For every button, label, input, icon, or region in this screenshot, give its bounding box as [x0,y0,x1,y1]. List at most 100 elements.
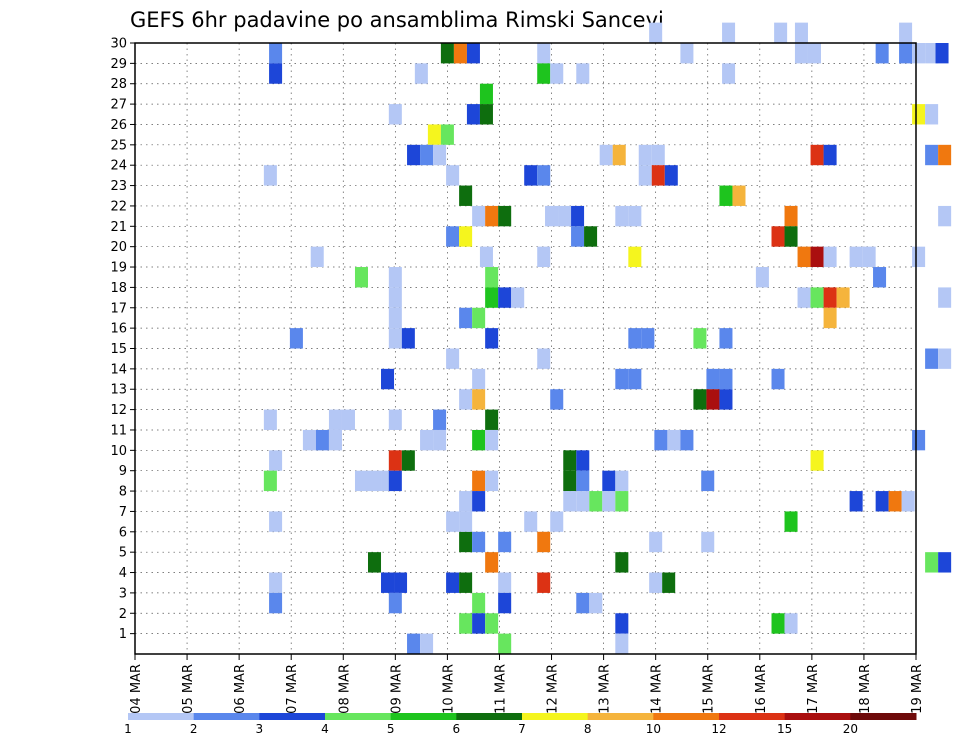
precip-cell [472,389,486,410]
precip-cell [823,307,837,329]
legend-label: 15 [777,722,792,736]
precip-cell [615,368,629,390]
chart-title: GEFS 6hr padavine po ansamblima Rimski S… [130,8,664,32]
precip-cell [938,205,952,227]
precip-cell [836,287,850,308]
y-tick-label: 2 [119,607,127,622]
precip-cell [810,246,824,268]
precip-cell [899,43,913,64]
legend-swatch [128,713,195,720]
legend-label: 3 [256,722,264,736]
precip-cell [367,470,382,492]
grid-lines [135,43,916,654]
y-tick-label: 7 [119,505,127,520]
x-tick-label: 09 MAR [389,664,404,714]
precip-cell [628,328,642,349]
precip-cell [472,205,486,227]
precip-cell [354,470,368,492]
precip-cell [649,531,663,553]
precip-cell [485,429,499,451]
x-tick-label: 18 MAR [858,664,873,714]
precip-cell [459,572,473,593]
precip-cell [263,470,277,492]
precip-cell [341,409,355,430]
color-legend: 1 2 3 4 5 6 7 8 10 12 15 20 [124,713,917,736]
precip-cell [459,511,473,532]
precip-cell [771,613,785,634]
precip-cell [925,552,939,573]
precip-cell [485,613,499,634]
precip-cell [310,246,324,268]
precip-cell [576,592,590,614]
precip-cell [407,144,421,166]
precip-cell [537,63,551,84]
legend-label: 12 [711,722,726,736]
precip-cell [615,205,629,227]
legend-swatch [456,713,523,720]
precip-cell [899,22,913,43]
precip-cell [615,470,629,492]
legend-label: 4 [321,722,329,736]
legend-label: 20 [843,722,858,736]
x-tick-label: 10 MAR [441,664,456,714]
precip-cell [628,246,642,268]
precip-cell [485,409,499,430]
precip-cell [722,63,736,84]
precip-cell [269,43,283,64]
y-tick-label: 8 [119,485,127,500]
x-tick-label: 17 MAR [806,664,821,714]
precip-cell [615,613,629,634]
precip-cell [589,491,603,512]
y-tick-label: 13 [110,383,127,398]
precip-cell [641,328,655,349]
precip-cell [888,491,902,512]
precip-cell [938,348,952,369]
y-tick-label: 14 [110,362,127,377]
precip-cell [589,592,603,614]
precip-cell [446,572,460,593]
x-tick-label: 05 MAR [181,664,196,714]
precip-cell [485,470,499,492]
precip-cell [472,368,486,390]
x-tick-label: 19 MAR [910,664,925,714]
legend-swatch [193,713,260,720]
precip-cell [479,246,493,268]
precip-cell [571,226,585,247]
legend-swatch [719,713,786,720]
precip-cell [935,43,949,64]
precip-cell [459,389,473,410]
precip-cell [485,267,499,288]
precip-cell [466,104,480,125]
precip-cell [446,165,460,186]
y-tick-label: 29 [110,57,127,72]
precip-cell [628,205,642,227]
precip-cell [938,144,952,166]
precip-cell [823,287,837,308]
precip-cell [680,43,694,64]
precip-cell [269,592,283,614]
precip-cell [558,205,572,227]
precip-cell [719,328,733,349]
precip-cell [912,246,926,268]
precip-cell [498,205,512,227]
precip-cell [732,185,746,206]
y-tick-label: 1 [119,627,127,642]
precip-cell [651,165,665,186]
precip-cell [602,491,616,512]
precip-cell [938,287,952,308]
precip-cell [615,491,629,512]
precip-cell [472,531,486,553]
x-tick-label: 12 MAR [546,664,561,714]
precip-cell [459,226,473,247]
data-cells [263,22,952,654]
precip-cell [875,491,889,512]
precip-cell [873,267,887,288]
precip-cell [925,348,939,369]
precip-cell [269,572,283,593]
x-tick-label: 08 MAR [337,664,352,714]
precip-cell [289,328,303,349]
y-tick-label: 19 [110,261,127,276]
precip-cell [446,511,460,532]
y-tick-label: 28 [110,77,127,92]
precip-cell [771,226,785,247]
